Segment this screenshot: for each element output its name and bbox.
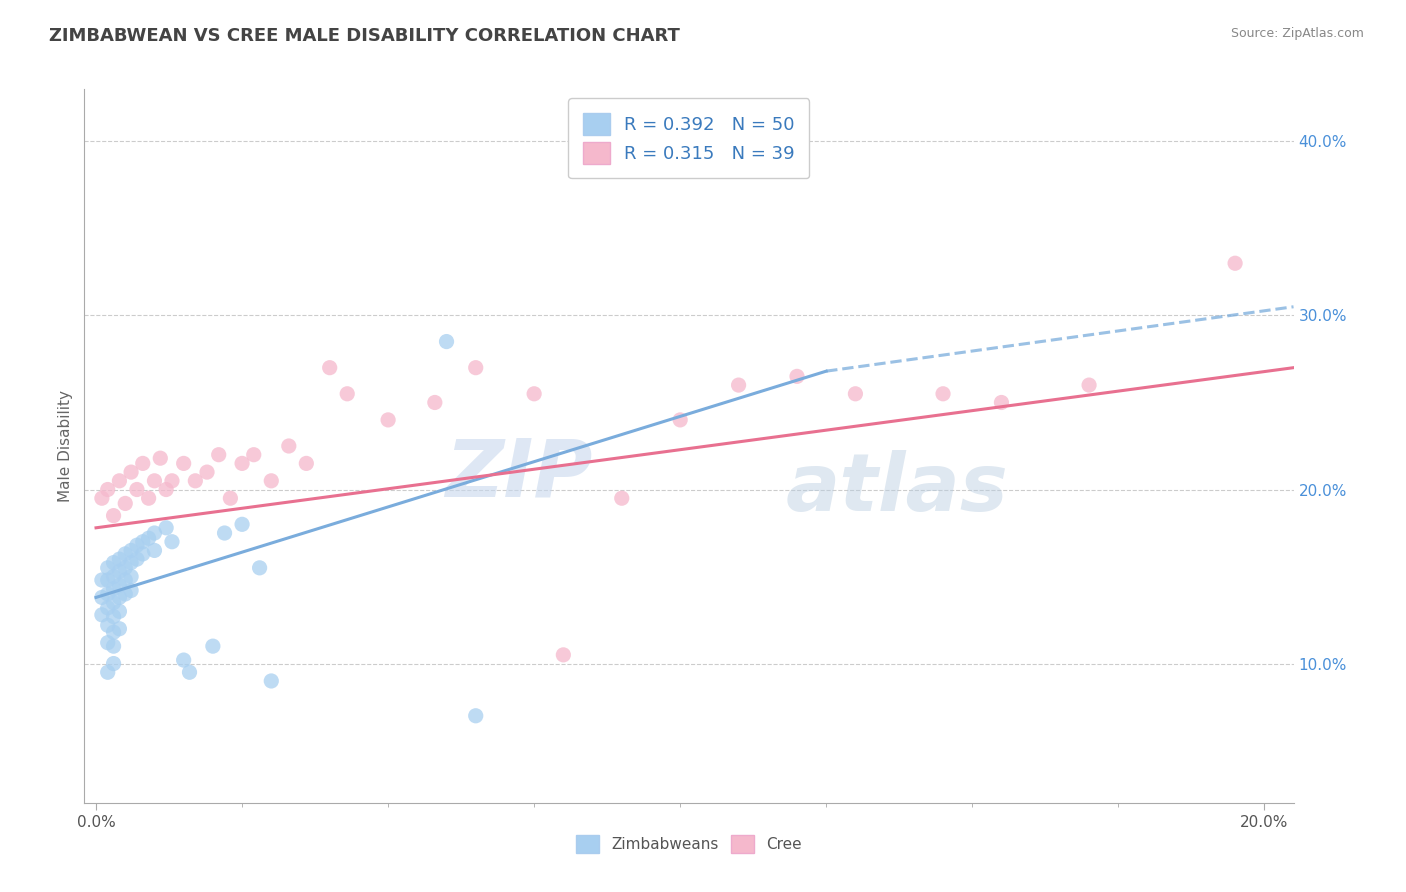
Point xyxy=(138,531,160,545)
Point xyxy=(423,395,446,409)
Point xyxy=(155,521,177,535)
Point xyxy=(377,413,399,427)
Point xyxy=(844,386,866,401)
Point xyxy=(336,386,359,401)
Point xyxy=(786,369,808,384)
Point xyxy=(208,448,231,462)
Point xyxy=(932,386,955,401)
Point xyxy=(201,639,224,653)
Point xyxy=(103,569,125,583)
Point xyxy=(103,639,125,653)
Point xyxy=(669,413,692,427)
Point xyxy=(143,526,166,541)
Text: ZIMBABWEAN VS CREE MALE DISABILITY CORRELATION CHART: ZIMBABWEAN VS CREE MALE DISABILITY CORRE… xyxy=(49,27,681,45)
Point xyxy=(97,665,120,680)
Point xyxy=(108,622,131,636)
Point xyxy=(97,587,120,601)
Point xyxy=(464,360,486,375)
Point xyxy=(231,517,253,532)
Point xyxy=(114,547,136,561)
Point xyxy=(125,483,148,497)
Point xyxy=(103,582,125,596)
Point xyxy=(114,496,136,510)
Text: ZIP: ZIP xyxy=(444,435,592,514)
Point xyxy=(149,451,172,466)
Point xyxy=(120,543,142,558)
Point xyxy=(179,665,201,680)
Point xyxy=(138,491,160,506)
Point xyxy=(114,587,136,601)
Point xyxy=(727,378,749,392)
Point xyxy=(103,657,125,671)
Point xyxy=(195,465,218,479)
Legend: Zimbabweans, Cree: Zimbabweans, Cree xyxy=(569,829,808,859)
Point xyxy=(464,708,486,723)
Point xyxy=(114,573,136,587)
Point xyxy=(132,534,155,549)
Text: atlas: atlas xyxy=(786,450,1008,528)
Point xyxy=(90,573,112,587)
Point xyxy=(249,561,271,575)
Point xyxy=(114,561,136,575)
Point xyxy=(125,538,148,552)
Point xyxy=(108,552,131,566)
Point xyxy=(103,508,125,523)
Point xyxy=(97,483,120,497)
Point xyxy=(231,457,253,471)
Point xyxy=(103,609,125,624)
Point xyxy=(120,556,142,570)
Point xyxy=(90,491,112,506)
Point xyxy=(97,618,120,632)
Point xyxy=(214,526,236,541)
Point xyxy=(260,474,283,488)
Point xyxy=(1223,256,1246,270)
Point xyxy=(155,483,177,497)
Point xyxy=(108,604,131,618)
Point xyxy=(523,386,546,401)
Text: Source: ZipAtlas.com: Source: ZipAtlas.com xyxy=(1230,27,1364,40)
Point xyxy=(553,648,575,662)
Point xyxy=(436,334,458,349)
Point xyxy=(103,625,125,640)
Point xyxy=(242,448,264,462)
Point xyxy=(260,673,283,688)
Point xyxy=(184,474,207,488)
Point xyxy=(173,457,195,471)
Point xyxy=(97,600,120,615)
Point xyxy=(160,534,183,549)
Point xyxy=(219,491,242,506)
Point xyxy=(108,564,131,578)
Point xyxy=(160,474,183,488)
Point xyxy=(610,491,633,506)
Point xyxy=(295,457,318,471)
Point xyxy=(120,569,142,583)
Point xyxy=(143,474,166,488)
Point xyxy=(143,543,166,558)
Point xyxy=(277,439,299,453)
Point xyxy=(97,573,120,587)
Point xyxy=(120,465,142,479)
Point xyxy=(173,653,195,667)
Point xyxy=(103,556,125,570)
Point xyxy=(97,635,120,649)
Point xyxy=(990,395,1012,409)
Point xyxy=(90,607,112,622)
Point xyxy=(1078,378,1101,392)
Point xyxy=(125,552,148,566)
Point xyxy=(132,547,155,561)
Point xyxy=(103,596,125,610)
Point xyxy=(108,474,131,488)
Y-axis label: Male Disability: Male Disability xyxy=(58,390,73,502)
Point xyxy=(90,591,112,605)
Point xyxy=(108,578,131,592)
Point xyxy=(120,583,142,598)
Point xyxy=(132,457,155,471)
Point xyxy=(97,561,120,575)
Point xyxy=(318,360,340,375)
Point xyxy=(108,591,131,605)
